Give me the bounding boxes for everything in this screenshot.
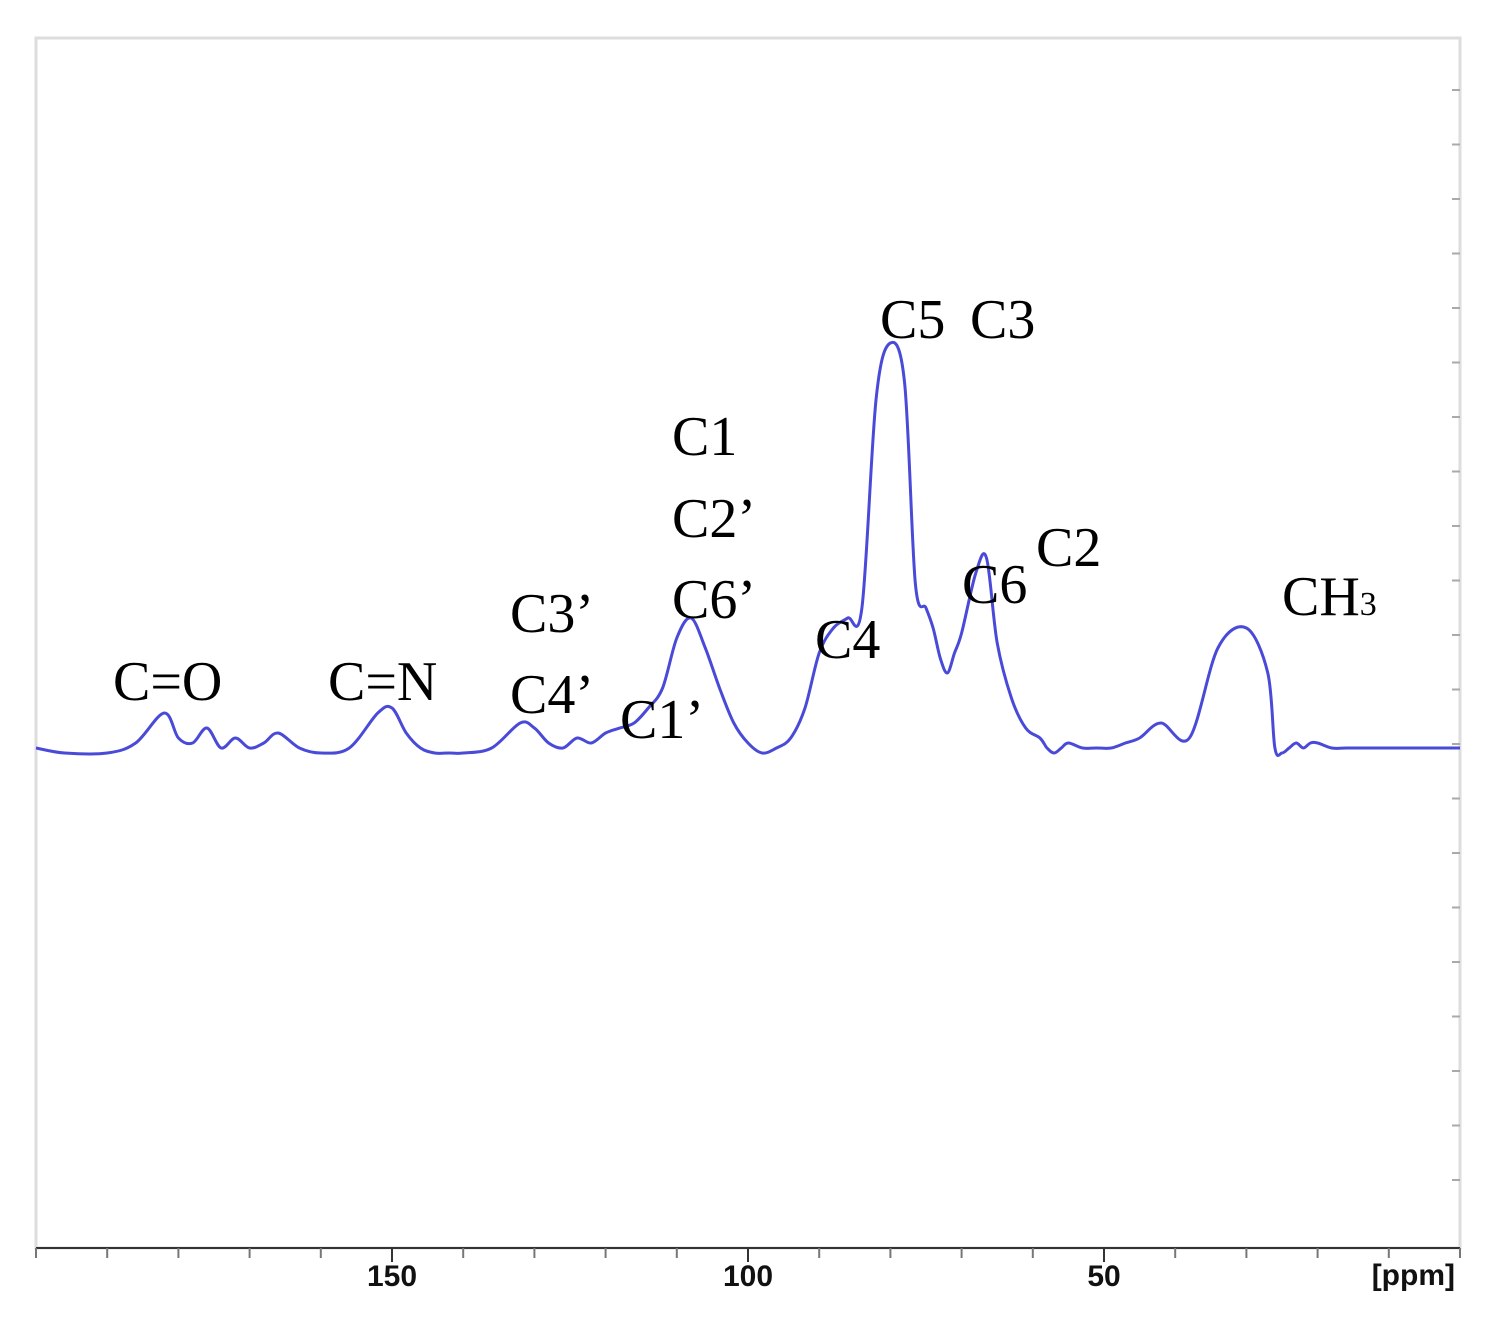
peak-label: C1’ <box>620 689 704 751</box>
peak-label: C1 <box>672 406 737 468</box>
peak-label: C2’ <box>672 488 756 550</box>
spectrum-line <box>35 340 1461 757</box>
peak-label: C4 <box>815 609 880 671</box>
x-axis: 150 100 50 <box>35 1247 1461 1293</box>
peak-label: CH3 <box>1282 566 1377 628</box>
peak-label: C3 <box>970 289 1035 351</box>
plot-frame <box>34 36 1462 1250</box>
peak-label: C6 <box>962 554 1027 616</box>
peak-label: C=N <box>328 651 437 713</box>
x-tick-label: 150 <box>367 1260 417 1293</box>
x-axis-unit-label: [ppm] <box>1372 1259 1455 1292</box>
peak-label: C6’ <box>672 569 756 631</box>
peak-label: C=O <box>113 651 222 713</box>
x-tick-label: 50 <box>1087 1260 1120 1293</box>
x-tick-label: 100 <box>723 1260 773 1293</box>
peak-label: C2 <box>1036 517 1101 579</box>
right-edge-ticks <box>1452 89 1460 1181</box>
peak-label: C4’ <box>510 664 594 726</box>
peak-label: C3’ <box>510 583 594 645</box>
peak-label: C5 <box>880 289 945 351</box>
